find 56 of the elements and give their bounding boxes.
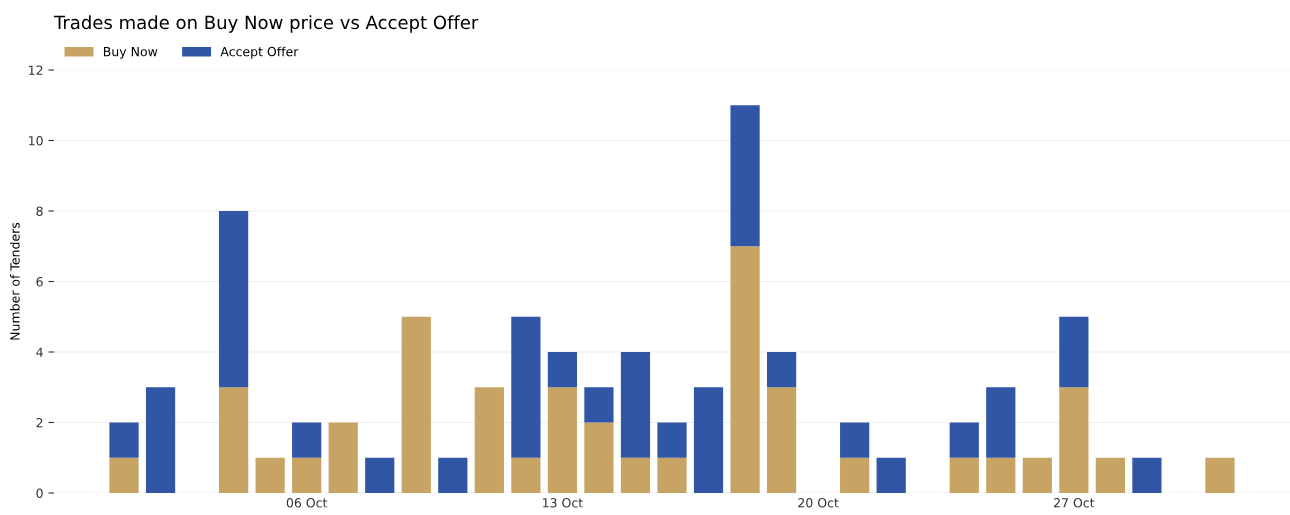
bar [292, 422, 322, 458]
bar [145, 387, 176, 493]
bar [657, 457, 687, 493]
bar [438, 457, 468, 493]
bar [328, 422, 358, 493]
bar [840, 422, 870, 458]
bar [986, 457, 1016, 493]
legend-label: Buy Now [103, 47, 158, 59]
bar [949, 457, 979, 493]
x-tick-label: 06 Oct [286, 498, 328, 508]
bar [292, 457, 322, 493]
bar [1205, 457, 1235, 493]
bar [620, 352, 651, 458]
bar [547, 387, 578, 493]
bar [766, 352, 797, 388]
bar [730, 246, 760, 493]
bar [730, 105, 760, 247]
legend-label: Accept Offer [220, 46, 299, 59]
bar [693, 387, 724, 493]
bar [876, 457, 906, 493]
bar [401, 316, 431, 493]
y-tick-label: 12 [29, 65, 43, 75]
y-tick-label: 8 [36, 206, 43, 216]
bar [365, 457, 395, 493]
y-tick-label: 6 [36, 276, 43, 287]
bar [986, 387, 1016, 458]
x-tick-label: 27 Oct [1054, 498, 1095, 508]
bar [1022, 457, 1052, 493]
bar [511, 457, 541, 493]
bar [547, 352, 578, 388]
bar [657, 422, 687, 458]
x-tick-label: 20 Oct [798, 498, 839, 508]
bar [219, 211, 249, 388]
bar [109, 457, 139, 493]
bar [840, 457, 870, 493]
bar [620, 457, 651, 493]
bar [1059, 316, 1089, 388]
y-tick-label: 2 [36, 417, 43, 428]
bar [219, 387, 249, 493]
x-tick-label: 13 Oct [543, 498, 583, 508]
bar [511, 316, 541, 458]
y-axis-title: Number of Tenders [10, 222, 20, 340]
y-tick-label: 10 [29, 135, 43, 146]
bar [1059, 387, 1089, 493]
bar [1132, 457, 1162, 493]
bar [949, 422, 979, 458]
bar [109, 422, 139, 458]
bar [255, 457, 285, 493]
bar [474, 387, 504, 493]
bar [766, 387, 797, 493]
chart-title: Trades made on Buy Now price vs Accept Offer [53, 15, 479, 33]
bar [584, 387, 614, 423]
bar [1095, 457, 1125, 493]
bar [584, 422, 614, 493]
y-tick-label: 4 [36, 347, 43, 357]
y-tick-label: 0 [36, 488, 43, 498]
